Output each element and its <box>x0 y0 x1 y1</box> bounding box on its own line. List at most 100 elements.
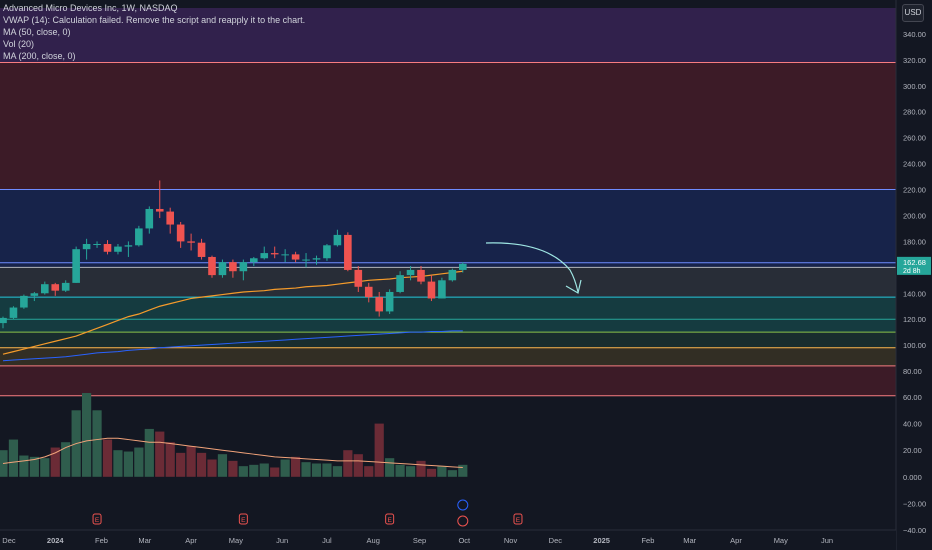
price-tick-label: 240.00 <box>903 160 926 169</box>
volume-bar <box>405 466 416 477</box>
candle-body <box>0 317 7 324</box>
currency-button[interactable]: USD <box>902 4 924 22</box>
candle-body <box>406 269 415 276</box>
volume-bar <box>113 450 123 477</box>
candle-body <box>51 284 60 291</box>
volume-bar <box>123 451 133 477</box>
price-tick-label: 120.00 <box>903 315 926 324</box>
volume-bar <box>217 454 228 477</box>
price-axis-background <box>896 0 932 550</box>
price-tick-label: 260.00 <box>903 134 926 143</box>
price-tick-label: 320.00 <box>903 56 926 65</box>
volume-bar <box>165 442 175 477</box>
time-tick-label: Jun <box>276 536 288 545</box>
legend-title[interactable]: Advanced Micro Devices Inc, 1W, NASDAQ <box>3 3 178 13</box>
volume-bar <box>259 463 269 477</box>
legend-vwap[interactable]: VWAP (14): Calculation failed. Remove th… <box>3 15 306 25</box>
volume-bar <box>176 452 186 477</box>
candles-layer <box>0 180 467 329</box>
zone-5 <box>0 332 896 348</box>
candle-body <box>166 211 174 225</box>
legend-volume[interactable]: Vol (20) <box>3 39 35 49</box>
time-tick-label: Feb <box>641 536 654 545</box>
volume-bar <box>8 439 19 477</box>
earnings-marker-upcoming <box>513 513 523 525</box>
candle-body <box>396 275 404 292</box>
candle-body <box>145 208 154 229</box>
time-tick-label: Sep <box>413 536 426 545</box>
time-tick-label: Apr <box>185 536 197 545</box>
earnings-marker <box>92 513 102 525</box>
candle-body <box>281 254 289 256</box>
event-marker-icon <box>457 499 469 511</box>
legend-ma200[interactable]: MA (200, close, 0) <box>3 51 76 61</box>
legend-ma50[interactable]: MA (50, close, 0) <box>3 27 71 37</box>
volume-bar <box>228 460 238 477</box>
volume-tick-label: 40.00 <box>903 420 922 429</box>
candle-body <box>229 262 237 272</box>
volume-bar <box>196 452 207 477</box>
candle-body <box>291 254 300 260</box>
volume-bar <box>19 455 29 477</box>
volume-bar <box>280 459 290 477</box>
candle-body <box>72 249 80 283</box>
volume-bar <box>416 460 426 477</box>
volume-bar <box>50 447 60 477</box>
candle-body <box>114 246 122 252</box>
volume-bar <box>29 456 39 477</box>
candle-body <box>323 245 331 259</box>
candle-body <box>375 297 383 312</box>
volume-bar <box>332 466 342 477</box>
forecast-arrow <box>485 242 579 293</box>
candle-body <box>302 259 310 261</box>
candle-body <box>61 282 70 291</box>
earnings-marker-letter: E <box>516 517 521 524</box>
earnings-marker <box>238 513 248 525</box>
volume-tick-label: −40.00 <box>903 526 926 535</box>
volume-bar <box>134 447 144 477</box>
earnings-marker <box>385 513 395 525</box>
volume-bar <box>144 428 154 477</box>
candle-body <box>41 284 49 294</box>
candle-body <box>93 243 101 245</box>
volume-bar <box>353 454 363 477</box>
zone-1 <box>0 62 896 190</box>
candle-body <box>312 258 321 260</box>
volume-bar <box>82 393 92 477</box>
time-tick-label: 2025 <box>593 536 610 545</box>
candle-body <box>20 295 28 308</box>
time-tick-label: 2024 <box>47 536 65 545</box>
earnings-marker-letter: E <box>387 517 392 524</box>
candle-body <box>197 242 206 257</box>
volume-bar <box>92 410 102 477</box>
candle-body <box>260 253 269 259</box>
time-tick-label: May <box>774 536 788 545</box>
volume-bar <box>458 464 468 477</box>
moving-averages-layer <box>2 270 463 362</box>
volume-bar <box>186 446 196 477</box>
zones-layer <box>0 8 896 396</box>
candle-body <box>270 253 279 255</box>
candle-body <box>155 208 164 212</box>
time-tick-label: May <box>229 536 243 545</box>
time-tick-label: Jul <box>322 536 332 545</box>
volume-bar <box>301 462 311 477</box>
candle-body <box>30 293 39 296</box>
candle-body <box>239 262 248 272</box>
time-tick-label: Dec <box>549 536 563 545</box>
zone-2 <box>0 189 896 268</box>
time-tick-label: Apr <box>730 536 742 545</box>
price-tick-label: 80.00 <box>903 367 922 376</box>
time-tick-label: Mar <box>138 536 151 545</box>
candle-body <box>333 234 342 246</box>
ma200-line <box>2 330 463 362</box>
volume-bar <box>395 464 405 477</box>
candle-body <box>103 243 112 252</box>
volume-bar <box>291 456 301 477</box>
volume-layer <box>0 393 468 477</box>
price-tick-label: 340.00 <box>903 30 926 39</box>
candle-body <box>135 228 143 246</box>
